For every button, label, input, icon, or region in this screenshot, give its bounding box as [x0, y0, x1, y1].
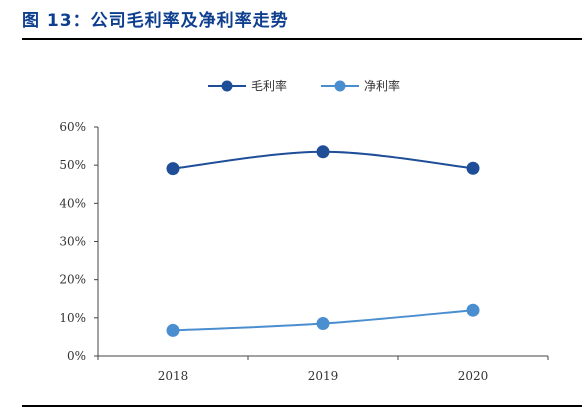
x-tick-label: 2018: [158, 369, 189, 383]
y-tick-label: 50%: [59, 158, 86, 172]
legend-swatch-marker: [334, 80, 346, 92]
data-point: [316, 317, 330, 331]
legend-label: 净利率: [364, 78, 400, 93]
chart-axes: 0% 10% 20% 30% 40% 50% 60% 2018 2019 2020: [59, 120, 549, 383]
data-point: [466, 303, 480, 317]
data-point: [316, 145, 330, 159]
y-tick-label: 60%: [59, 120, 86, 134]
data-point: [466, 161, 480, 175]
legend-label: 毛利率: [251, 78, 287, 93]
y-tick-label: 20%: [59, 273, 86, 287]
chart-series: [166, 145, 480, 337]
y-tick-label: 40%: [59, 196, 86, 210]
y-tick-label: 0%: [67, 349, 86, 363]
top-rule: [22, 38, 582, 40]
x-tick-label: 2020: [458, 369, 489, 383]
data-point: [166, 323, 180, 337]
y-tick-label: 10%: [59, 311, 86, 325]
x-tick-label: 2019: [308, 369, 339, 383]
legend-swatch-marker: [221, 80, 233, 92]
bottom-rule: [22, 405, 582, 407]
chart-legend: 毛利率 净利率: [208, 78, 400, 93]
data-point: [166, 162, 180, 176]
y-tick-label: 30%: [59, 235, 86, 249]
figure-title: 图 13：公司毛利率及净利率走势: [22, 11, 289, 31]
